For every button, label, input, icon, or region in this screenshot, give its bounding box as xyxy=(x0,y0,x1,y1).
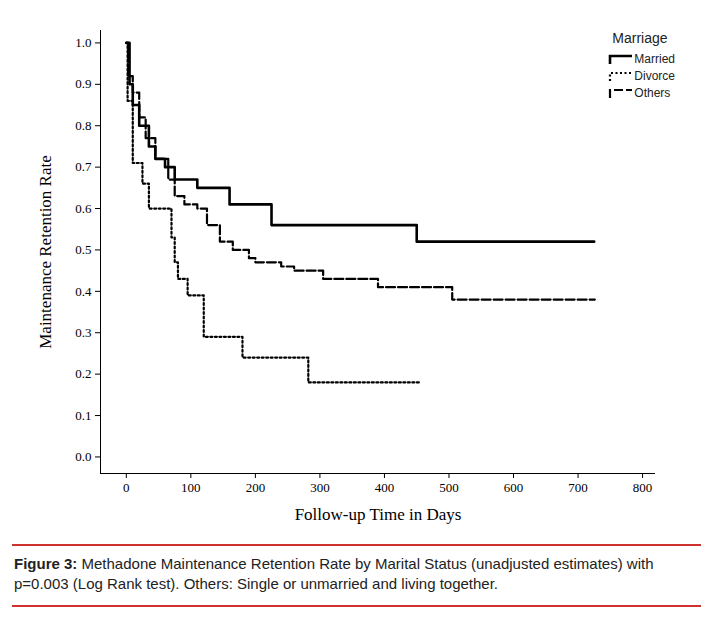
svg-text:Follow-up Time in Days: Follow-up Time in Days xyxy=(295,505,462,524)
html-text:Figure 3: Methadone Maintenanc: Figure 3: Methadone Maintenance Retentio… xyxy=(14,555,654,593)
svg-text:0.3: 0.3 xyxy=(75,325,91,340)
svg-text:200: 200 xyxy=(246,480,266,495)
svg-text:0.4: 0.4 xyxy=(75,283,92,298)
svg-text:0.2: 0.2 xyxy=(75,366,91,381)
html-text:Divorce: Divorce xyxy=(634,68,675,83)
svg-text:300: 300 xyxy=(310,480,330,495)
svg-text:0.0: 0.0 xyxy=(75,449,91,464)
svg-text:0.8: 0.8 xyxy=(75,118,91,133)
html-text:Others: Others xyxy=(634,85,671,100)
svg-text:800: 800 xyxy=(633,480,653,495)
svg-text:0: 0 xyxy=(123,480,130,495)
svg-text:0.9: 0.9 xyxy=(75,76,91,91)
svg-text:400: 400 xyxy=(375,480,395,495)
svg-text:0.6: 0.6 xyxy=(75,201,92,216)
svg-text:1.0: 1.0 xyxy=(75,35,91,50)
svg-text:0.7: 0.7 xyxy=(75,159,92,174)
svg-text:Maintenance Retention Rate: Maintenance Retention Rate xyxy=(36,155,55,349)
html-text:Married: Married xyxy=(634,51,675,66)
svg-text:500: 500 xyxy=(439,480,459,495)
html-text:Marriage: Marriage xyxy=(612,30,668,46)
svg-text:0.1: 0.1 xyxy=(75,408,91,423)
svg-text:100: 100 xyxy=(181,480,201,495)
svg-text:700: 700 xyxy=(568,480,588,495)
svg-text:0.5: 0.5 xyxy=(75,242,91,257)
svg-text:600: 600 xyxy=(504,480,524,495)
